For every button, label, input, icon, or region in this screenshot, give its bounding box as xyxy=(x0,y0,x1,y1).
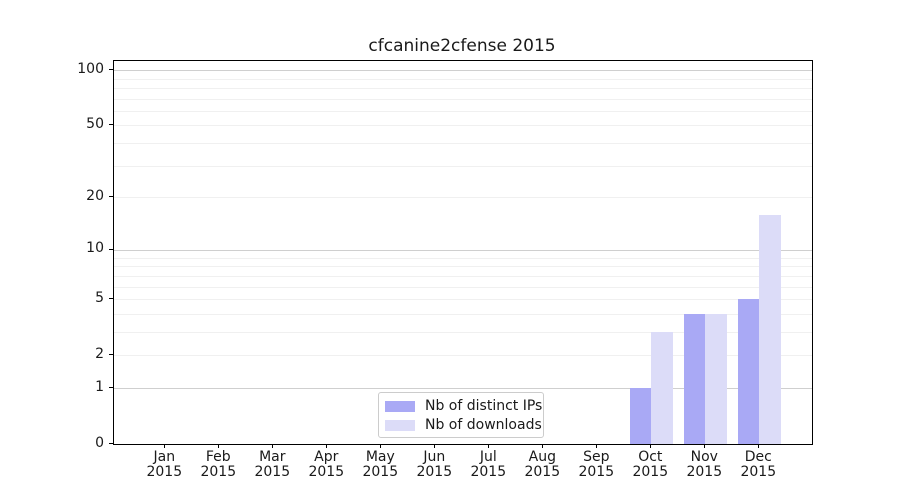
x-tick-mark xyxy=(758,444,760,448)
gridline-y-80 xyxy=(114,87,812,89)
legend-row: Nb of downloads xyxy=(379,416,543,434)
gridline-y-20 xyxy=(114,197,812,199)
y-tick-label-5: 5 xyxy=(95,289,104,306)
plot-area xyxy=(113,60,813,445)
legend-swatch-icon xyxy=(385,401,415,412)
bar-dec-2015-downloads xyxy=(759,214,781,444)
x-tick-mark xyxy=(704,444,706,448)
y-tick-label-2: 2 xyxy=(95,345,104,362)
y-tick-label-10: 10 xyxy=(86,240,104,257)
legend-label: Nb of downloads xyxy=(425,416,542,433)
x-tick-label-may: May 2015 xyxy=(362,449,399,480)
x-tick-label-nov: Nov 2015 xyxy=(686,449,723,480)
x-tick-label-jul: Jul 2015 xyxy=(470,449,507,480)
gridline-y-40 xyxy=(114,143,812,145)
x-tick-label-feb: Feb 2015 xyxy=(200,449,237,480)
y-tick-label-1: 1 xyxy=(95,378,104,395)
y-tick-label-0: 0 xyxy=(95,434,104,451)
gridline-y-70 xyxy=(114,98,812,100)
y-tick-mark xyxy=(109,248,113,250)
x-tick-mark xyxy=(488,444,490,448)
legend: Nb of distinct IPs Nb of downloads xyxy=(378,392,544,438)
gridline-y-30 xyxy=(114,165,812,167)
legend-row: Nb of distinct IPs xyxy=(379,397,543,415)
x-tick-label-jan: Jan 2015 xyxy=(146,449,183,480)
x-tick-mark xyxy=(596,444,598,448)
x-tick-label-apr: Apr 2015 xyxy=(308,449,345,480)
x-tick-mark xyxy=(326,444,328,448)
legend-label: Nb of distinct IPs xyxy=(425,398,543,414)
gridline-y-6 xyxy=(114,286,812,288)
x-tick-label-oct: Oct 2015 xyxy=(632,449,669,480)
gridline-y-10 xyxy=(114,249,812,251)
y-tick-label-20: 20 xyxy=(86,187,104,204)
gridline-y-1 xyxy=(114,388,812,390)
chart-title: cfcanine2cfense 2015 xyxy=(368,36,556,56)
gridline-y-2 xyxy=(114,355,812,357)
x-tick-label-dec: Dec 2015 xyxy=(740,449,777,480)
gridline-y-8 xyxy=(114,266,812,268)
bar-oct-2015-downloads xyxy=(651,331,673,444)
gridline-y-90 xyxy=(114,78,812,80)
x-tick-mark xyxy=(380,444,382,448)
x-tick-mark xyxy=(164,444,166,448)
x-tick-mark xyxy=(434,444,436,448)
x-tick-mark xyxy=(650,444,652,448)
y-tick-mark xyxy=(109,443,113,445)
x-tick-mark xyxy=(542,444,544,448)
gridline-y-7 xyxy=(114,275,812,277)
y-tick-label-50: 50 xyxy=(86,115,104,132)
x-tick-mark xyxy=(218,444,220,448)
y-tick-mark xyxy=(109,298,113,299)
legend-swatch-icon xyxy=(385,419,415,431)
x-tick-label-sep: Sep 2015 xyxy=(578,449,615,480)
gridline-y-100 xyxy=(114,70,812,71)
bar-nov-2015-ips xyxy=(683,313,706,444)
y-tick-mark xyxy=(109,69,113,70)
gridline-y-5 xyxy=(114,299,812,300)
y-tick-mark xyxy=(109,196,113,198)
gridline-y-50 xyxy=(114,125,812,127)
gridline-y-9 xyxy=(114,257,812,259)
x-tick-label-mar: Mar 2015 xyxy=(254,449,291,480)
y-tick-mark xyxy=(109,124,113,126)
gridline-y-4 xyxy=(114,313,812,315)
y-tick-mark xyxy=(109,387,113,389)
bar-oct-2015-ips xyxy=(629,388,652,444)
bar-nov-2015-downloads xyxy=(705,313,727,444)
gridline-y-60 xyxy=(114,110,812,112)
x-tick-label-jun: Jun 2015 xyxy=(416,449,453,480)
x-tick-mark xyxy=(272,444,274,448)
bar-dec-2015-ips xyxy=(737,299,760,444)
x-tick-label-aug: Aug 2015 xyxy=(524,449,561,480)
y-tick-mark xyxy=(109,354,113,356)
y-tick-label-100: 100 xyxy=(77,60,104,77)
gridline-y-3 xyxy=(114,331,812,333)
